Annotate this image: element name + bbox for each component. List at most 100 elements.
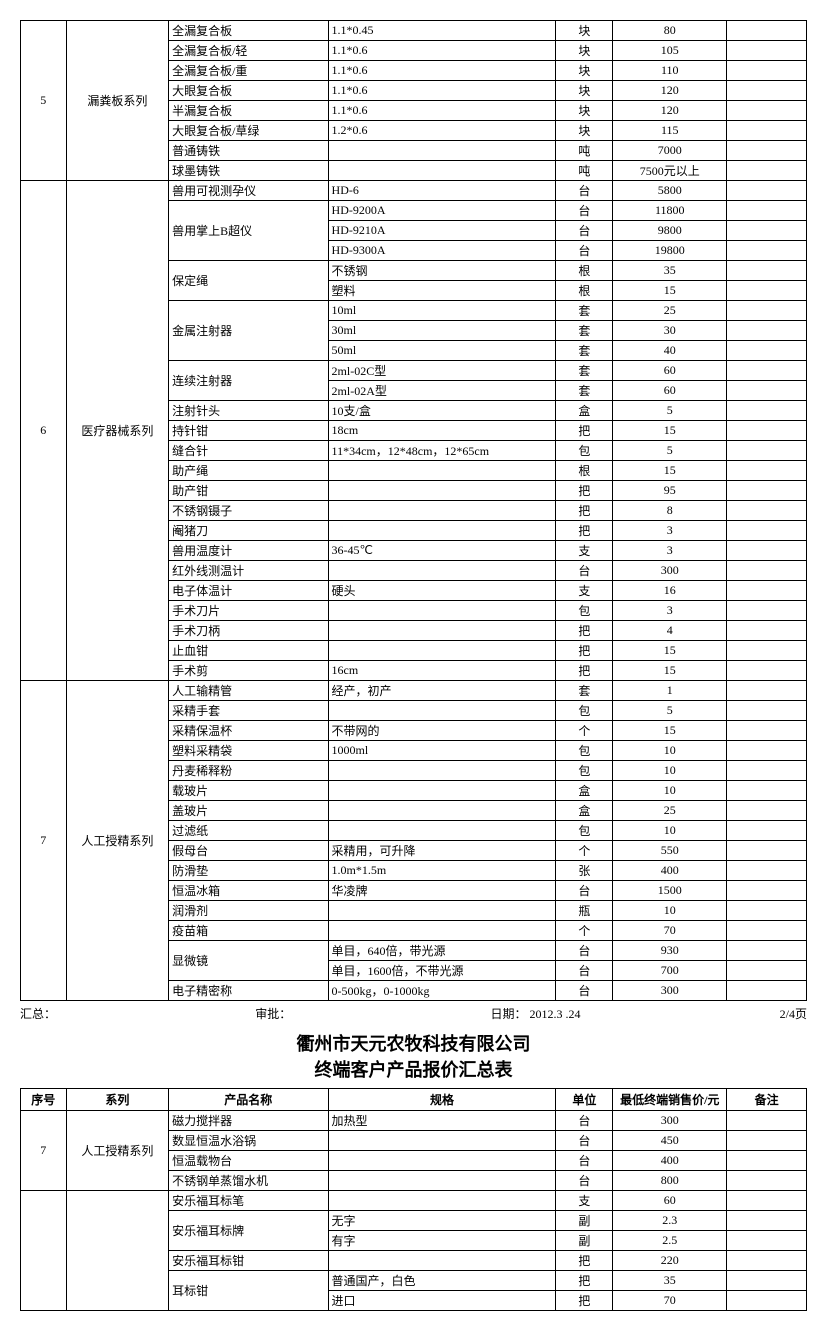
cell-unit: 台 [556, 961, 613, 981]
cell-unit: 台 [556, 881, 613, 901]
cell-remark [727, 841, 807, 861]
cell-spec: 1.2*0.6 [328, 121, 556, 141]
cell-seq [21, 1191, 67, 1311]
cell-remark [727, 141, 807, 161]
cell-remark [727, 1151, 807, 1171]
cell-price: 25 [613, 301, 727, 321]
cell-unit: 副 [556, 1211, 613, 1231]
cell-remark [727, 441, 807, 461]
cell-unit: 把 [556, 661, 613, 681]
cell-unit: 根 [556, 261, 613, 281]
cell-remark [727, 1291, 807, 1311]
cell-spec [328, 521, 556, 541]
cell-price: 300 [613, 1111, 727, 1131]
cell-spec: 18cm [328, 421, 556, 441]
cell-unit: 把 [556, 1251, 613, 1271]
price-table-1: 5漏粪板系列全漏复合板1.1*0.45块80全漏复合板/轻1.1*0.6块105… [20, 20, 807, 1001]
cell-spec [328, 641, 556, 661]
cell-unit: 台 [556, 941, 613, 961]
cell-spec: 不锈钢 [328, 261, 556, 281]
cell-unit: 吨 [556, 141, 613, 161]
cell-price: 550 [613, 841, 727, 861]
cell-remark [727, 301, 807, 321]
cell-price: 120 [613, 81, 727, 101]
cell-product: 过滤纸 [169, 821, 328, 841]
cell-spec [328, 761, 556, 781]
cell-price: 3 [613, 601, 727, 621]
cell-seq: 7 [21, 1111, 67, 1191]
cell-remark [727, 101, 807, 121]
cell-price: 400 [613, 861, 727, 881]
cell-spec [328, 921, 556, 941]
date-section: 日期： 2012.3 .24 [490, 1005, 580, 1022]
cell-price: 60 [613, 1191, 727, 1211]
cell-price: 15 [613, 421, 727, 441]
cell-series: 人工授精系列 [66, 681, 169, 1001]
cell-unit: 套 [556, 381, 613, 401]
cell-price: 300 [613, 561, 727, 581]
cell-spec: 1000ml [328, 741, 556, 761]
cell-remark [727, 721, 807, 741]
cell-spec [328, 461, 556, 481]
cell-remark [727, 461, 807, 481]
cell-spec [328, 1131, 556, 1151]
cell-product: 数显恒温水浴锅 [169, 1131, 328, 1151]
header-product: 产品名称 [169, 1089, 328, 1111]
cell-unit: 把 [556, 521, 613, 541]
cell-remark [727, 761, 807, 781]
cell-unit: 包 [556, 741, 613, 761]
cell-remark [727, 281, 807, 301]
cell-unit: 块 [556, 121, 613, 141]
cell-remark [727, 361, 807, 381]
cell-price: 35 [613, 1271, 727, 1291]
cell-spec: 进口 [328, 1291, 556, 1311]
cell-product: 耳标钳 [169, 1271, 328, 1311]
cell-unit: 瓶 [556, 901, 613, 921]
cell-unit: 把 [556, 1291, 613, 1311]
cell-remark [727, 321, 807, 341]
cell-remark [727, 501, 807, 521]
cell-product: 盖玻片 [169, 801, 328, 821]
table-row: 7人工授精系列磁力搅拌器加热型台300 [21, 1111, 807, 1131]
cell-price: 30 [613, 321, 727, 341]
cell-unit: 包 [556, 821, 613, 841]
cell-spec: 36-45℃ [328, 541, 556, 561]
cell-unit: 把 [556, 421, 613, 441]
cell-price: 2.5 [613, 1231, 727, 1251]
cell-price: 400 [613, 1151, 727, 1171]
cell-remark [727, 481, 807, 501]
cell-unit: 块 [556, 41, 613, 61]
cell-spec: 有字 [328, 1231, 556, 1251]
cell-price: 10 [613, 781, 727, 801]
cell-price: 19800 [613, 241, 727, 261]
cell-price: 15 [613, 461, 727, 481]
cell-spec [328, 821, 556, 841]
cell-price: 70 [613, 1291, 727, 1311]
cell-product: 手术刀片 [169, 601, 328, 621]
cell-product: 手术刀柄 [169, 621, 328, 641]
cell-price: 10 [613, 901, 727, 921]
page-number: 2/4页 [780, 1005, 807, 1022]
cell-unit: 个 [556, 721, 613, 741]
cell-spec: 普通国产，白色 [328, 1271, 556, 1291]
cell-unit: 包 [556, 701, 613, 721]
cell-price: 10 [613, 761, 727, 781]
cell-spec: 采精用，可升降 [328, 841, 556, 861]
cell-unit: 台 [556, 1171, 613, 1191]
cell-product: 兽用可视测孕仪 [169, 181, 328, 201]
cell-spec [328, 141, 556, 161]
cell-price: 5 [613, 701, 727, 721]
cell-spec: 2ml-02A型 [328, 381, 556, 401]
cell-spec: 1.1*0.6 [328, 81, 556, 101]
cell-remark [727, 81, 807, 101]
cell-price: 5 [613, 401, 727, 421]
cell-remark [727, 981, 807, 1001]
cell-spec [328, 161, 556, 181]
cell-product: 安乐福耳标牌 [169, 1211, 328, 1251]
cell-unit: 吨 [556, 161, 613, 181]
cell-remark [727, 661, 807, 681]
cell-price: 2.3 [613, 1211, 727, 1231]
cell-unit: 块 [556, 101, 613, 121]
cell-price: 3 [613, 541, 727, 561]
cell-remark [727, 961, 807, 981]
